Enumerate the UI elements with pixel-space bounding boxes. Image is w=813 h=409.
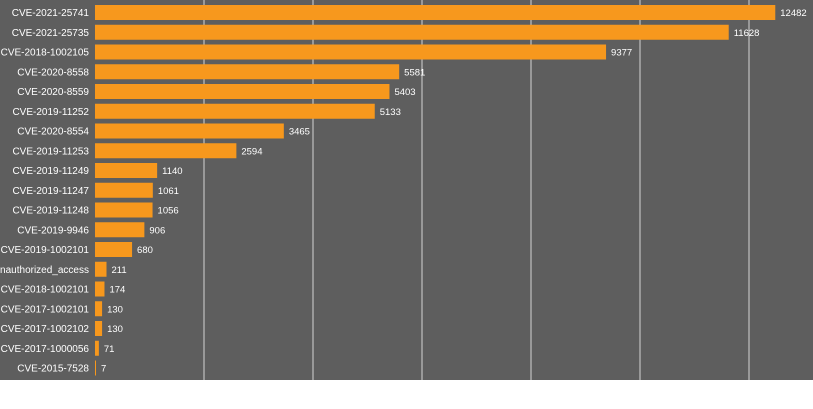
category-label: CVE-2017-1002101 <box>1 304 90 315</box>
bar <box>95 301 103 317</box>
category-label: CVE-2019-11247 <box>12 186 89 197</box>
value-label: 71 <box>104 344 115 355</box>
x-tick-label: 0 <box>92 388 98 399</box>
category-label: CVE-2018-1002105 <box>1 48 90 59</box>
bar <box>95 64 400 80</box>
category-label: CVE-2019-11253 <box>12 146 89 157</box>
x-tick-label: 12,000 <box>734 388 765 399</box>
x-tick-label: 4,000 <box>300 388 325 399</box>
value-label: 1140 <box>162 166 182 177</box>
category-label: CVE-2017-1002102 <box>1 324 90 335</box>
bar <box>95 84 390 99</box>
value-label: 211 <box>111 265 126 276</box>
category-label: CVE-2021-25735 <box>12 28 90 39</box>
value-label: 1061 <box>158 186 179 197</box>
value-label: 174 <box>109 285 125 296</box>
value-label: 11628 <box>734 28 760 39</box>
x-tick-label: 6,000 <box>409 388 434 399</box>
bar <box>95 261 107 277</box>
bar <box>95 24 729 40</box>
x-tick-label: 10,000 <box>625 388 656 399</box>
bar <box>95 182 153 198</box>
category-label: CVE-2017-1000056 <box>1 344 90 355</box>
category-label: CVE-2020-8554 <box>17 127 89 138</box>
bar <box>95 242 133 257</box>
value-label: 906 <box>149 225 165 236</box>
gridlines <box>203 0 750 380</box>
category-label: CVE-2019-11249 <box>12 166 89 177</box>
bar <box>95 44 607 60</box>
value-label: 5133 <box>380 107 401 118</box>
x-axis-tick-labels: 0 2,000 4,000 6,000 8,000 10,000 12,000 <box>92 388 765 399</box>
value-label: 12482 <box>780 8 806 19</box>
bar <box>95 222 145 238</box>
bar <box>95 5 776 20</box>
bars <box>95 5 776 376</box>
bar <box>95 123 284 139</box>
value-label: 7 <box>101 364 106 375</box>
category-label: CVE-2019-9946 <box>17 225 89 236</box>
category-label: CVE-2019-11248 <box>12 206 89 217</box>
value-labels: 12482 11628 9377 5581 5403 5133 3465 2594 1140 10… <box>101 8 807 375</box>
category-label: CVE-2021-25741 <box>12 8 90 19</box>
bar <box>95 143 237 159</box>
category-labels: CVE-2021-25741 CVE-2021-25735 CVE-2018-100… <box>0 8 89 375</box>
bar <box>95 360 96 376</box>
value-label: 3465 <box>289 127 310 138</box>
value-label: 130 <box>107 324 123 335</box>
bar <box>95 103 375 119</box>
value-label: 1056 <box>158 206 179 217</box>
category-label: CVE-2020-8558 <box>17 67 89 78</box>
value-label: 5403 <box>394 87 415 98</box>
value-label: 130 <box>107 304 123 315</box>
x-tick-label: 8,000 <box>518 388 543 399</box>
category-label: CVE-2019-1002101 <box>1 245 90 256</box>
value-label: 9377 <box>611 48 632 59</box>
value-label: 2594 <box>241 146 262 157</box>
bar <box>95 321 103 336</box>
category-label: CVE-2019-11252 <box>12 107 89 118</box>
value-label: 5581 <box>404 67 425 78</box>
category-label: nauthorized_access <box>0 265 89 276</box>
x-tick-label: 2,000 <box>191 388 216 399</box>
bar <box>95 163 158 178</box>
bar <box>95 340 99 356</box>
category-label: CVE-2020-8559 <box>17 87 89 98</box>
value-label: 680 <box>137 245 153 256</box>
bar <box>95 281 105 297</box>
category-label: CVE-2015-7528 <box>17 364 89 375</box>
bar <box>95 202 153 218</box>
category-label: CVE-2018-1002101 <box>1 285 90 296</box>
